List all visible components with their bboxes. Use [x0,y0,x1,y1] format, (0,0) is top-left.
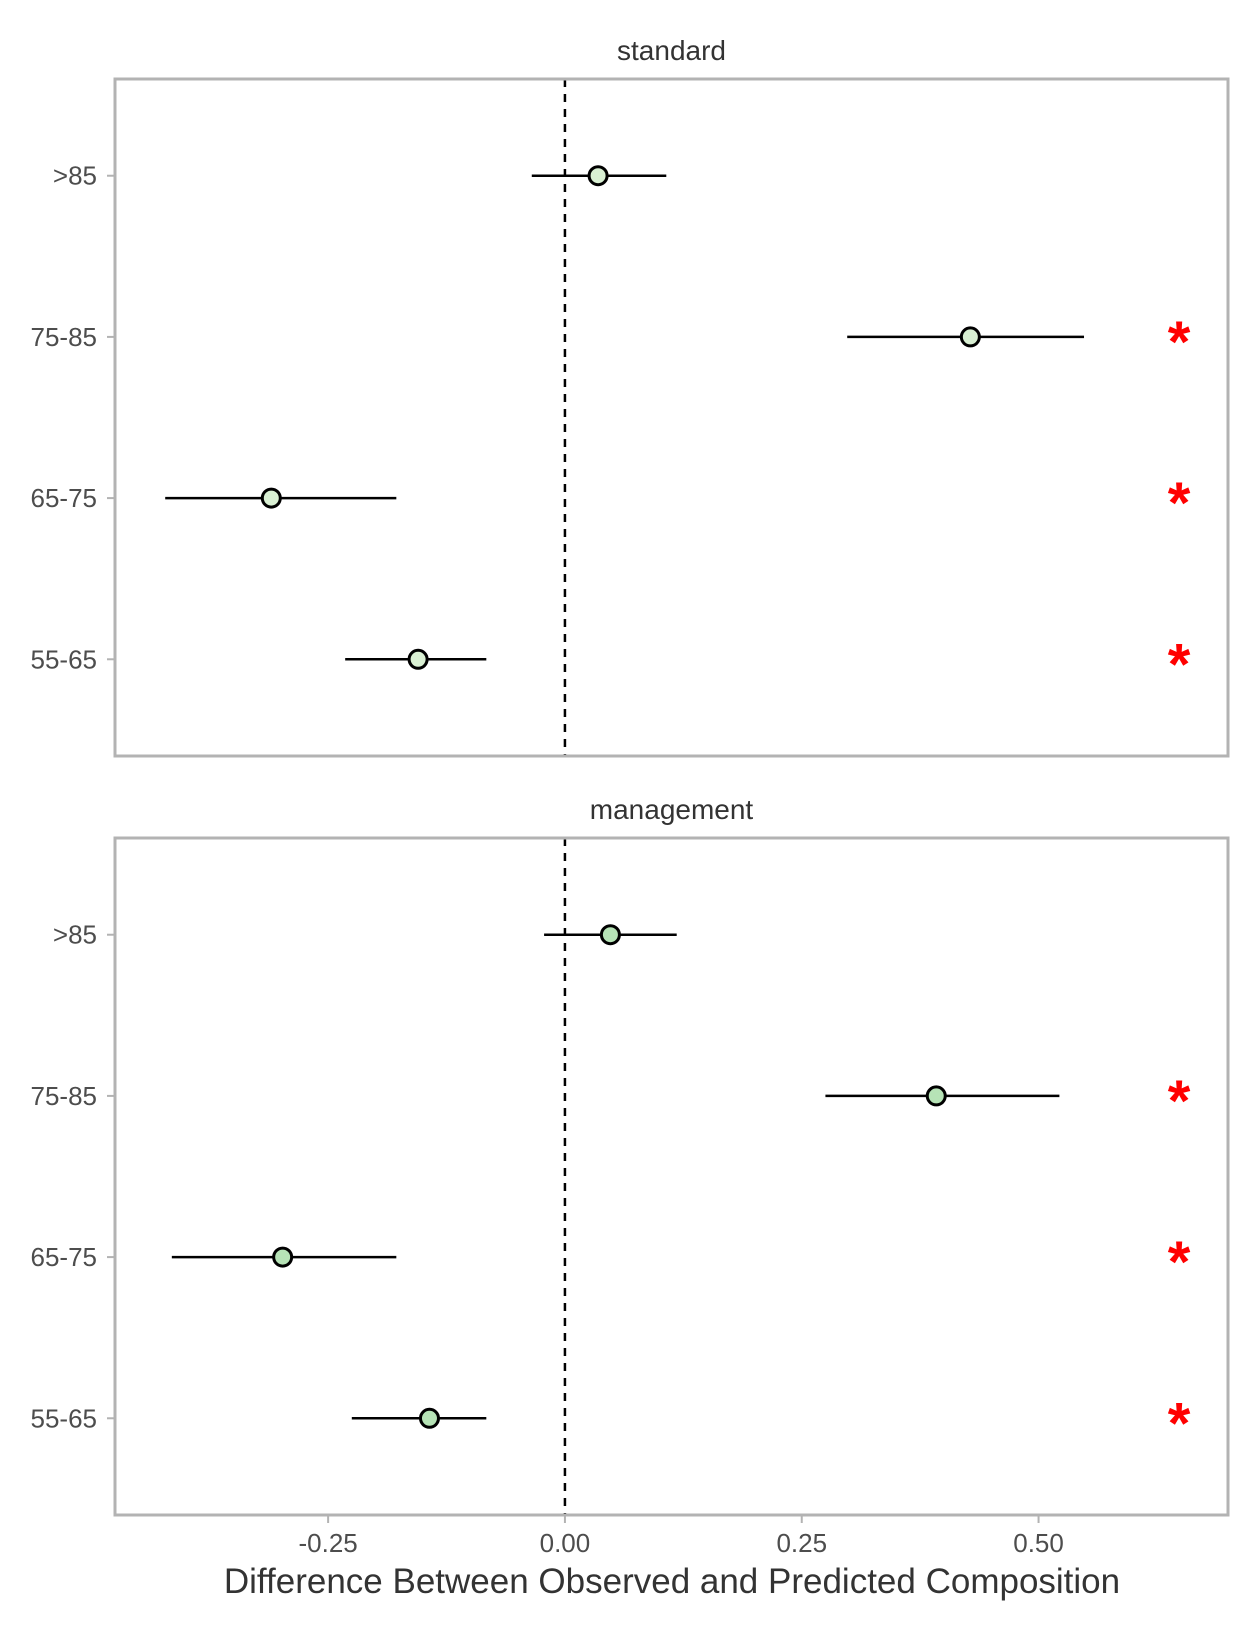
x-axis: -0.25 0.00 0.25 0.50 [298,1515,1064,1558]
y-tick-label: 75-85 [31,322,98,352]
x-axis-title: Difference Between Observed and Predicte… [224,1562,1120,1601]
estimate-point [272,1246,294,1268]
significance-star: * [1168,471,1191,536]
estimate-point [925,1085,947,1107]
facet-panel-standard: standard >85 75-85 65-75 55-65 * * * [31,35,1230,758]
x-tick-label: 0.25 [776,1528,827,1558]
estimate-point [959,326,981,348]
facet-title: standard [617,35,726,66]
estimate-point [260,487,282,509]
y-tick-label: 55-65 [31,644,98,674]
significance-star: * [1168,310,1191,375]
x-tick-label: 0.50 [1013,1528,1064,1558]
estimate-point [599,924,621,946]
x-tick-label: -0.25 [298,1528,357,1558]
y-tick-label: 75-85 [31,1081,98,1111]
significance-star: * [1168,1391,1191,1456]
panel-border [113,836,1230,1517]
y-tick-label: 65-75 [31,1242,98,1272]
panel-border [113,77,1230,758]
y-tick-label: >85 [53,920,97,950]
significance-star: * [1168,632,1191,697]
x-tick-label: 0.00 [540,1528,591,1558]
facet-panel-management: management >85 75-85 65-75 55-65 * * * [31,794,1230,1517]
y-tick-label: 55-65 [31,1403,98,1433]
facet-panels: standard >85 75-85 65-75 55-65 * * * management >… [31,35,1230,1517]
significance-star: * [1168,1230,1191,1295]
estimate-point [407,648,429,670]
facet-title: management [590,794,754,825]
estimate-point [418,1407,440,1429]
significance-star: * [1168,1069,1191,1134]
y-tick-label: >85 [53,161,97,191]
y-tick-label: 65-75 [31,483,98,513]
estimate-point [587,165,609,187]
